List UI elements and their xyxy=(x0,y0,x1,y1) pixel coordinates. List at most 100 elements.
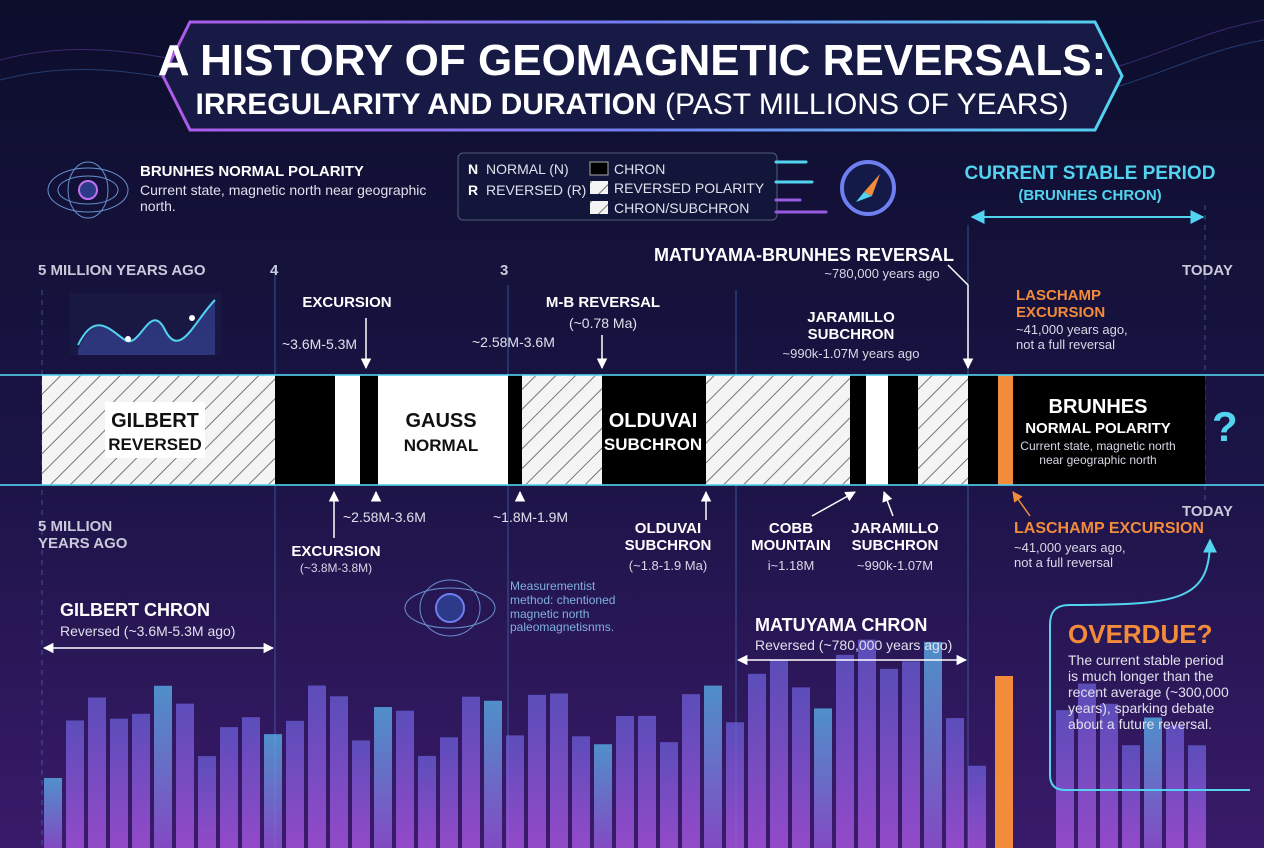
subtitle-note: (PAST MILLIONS OF YEARS) xyxy=(665,88,1069,121)
segment-title: BRUNHES xyxy=(1048,396,1148,418)
decor-bar xyxy=(528,694,546,848)
annotation-range: ~1.8M-1.9M xyxy=(493,509,569,525)
decor-bar xyxy=(352,740,370,848)
decor-bar xyxy=(946,718,964,848)
period-title: CURRENT STABLE PERIOD xyxy=(964,163,1216,184)
decor-bar xyxy=(660,742,678,848)
decor-bar xyxy=(638,715,656,848)
axis-label: 5 MILLION YEARS AGO xyxy=(38,518,128,553)
decor-bar xyxy=(418,755,436,848)
annotation-text: ~990k-1.07M years ago xyxy=(782,346,920,361)
decor-bar xyxy=(682,694,700,848)
segment-text: Current state, magnetic north near geogr… xyxy=(1020,439,1176,467)
axis-label: 4 xyxy=(270,262,279,279)
pattern-label: CHRON/SUBCHRON xyxy=(614,200,750,216)
key-symbol: R xyxy=(468,182,479,198)
decor-bar xyxy=(154,685,172,848)
annotation-title: COBB MOUNTAIN xyxy=(751,520,831,555)
chron-text: Reversed (~780,000 years ago) xyxy=(755,637,953,653)
subtitle: IRREGULARITY AND DURATION (PAST MILLIONS… xyxy=(196,88,1069,123)
decor-bar xyxy=(1166,725,1184,848)
decor-bar xyxy=(726,722,744,848)
decor-bar xyxy=(396,710,414,848)
decor-bar xyxy=(704,685,722,848)
polarity-band xyxy=(0,374,1264,486)
segment-text: SUBCHRON xyxy=(603,435,703,454)
decor-bar xyxy=(1122,745,1140,848)
segment-subtitle: NORMAL POLARITY xyxy=(1025,420,1171,437)
annotation-text: ~41,000 years ago, not a full reversal xyxy=(1016,322,1128,352)
decor-bar xyxy=(440,737,458,848)
decor-bar xyxy=(748,673,766,848)
annotation-title: OLDUVAI SUBCHRON xyxy=(624,520,712,555)
annotation-text: (~0.78 Ma) xyxy=(568,315,638,331)
decor-bar xyxy=(1078,683,1096,848)
legend-title: BRUNHES NORMAL POLARITY xyxy=(140,163,364,180)
annotation-text: ~780,000 years ago xyxy=(824,266,940,281)
annotation-title: LASCHAMP EXCURSION xyxy=(1014,520,1204,537)
axis-label: TODAY xyxy=(1182,503,1233,520)
decor-bar xyxy=(858,639,876,848)
legend-text: Current state, magnetic north near geogr… xyxy=(140,182,427,215)
decor-bar xyxy=(132,713,150,848)
segment-title: OLDUVAI xyxy=(608,410,698,432)
overdue-title: OVERDUE? xyxy=(1068,619,1213,649)
annotation-text: ~3.6M-5.3M xyxy=(282,336,358,352)
decor-bar xyxy=(792,687,810,848)
decor-bar xyxy=(1056,710,1074,848)
decorative-bars xyxy=(44,639,1206,848)
annotation-title: EXCURSION xyxy=(291,543,381,560)
decor-bar xyxy=(902,661,920,848)
key-label: NORMAL (N) xyxy=(486,161,569,177)
decor-bar xyxy=(770,659,788,848)
decor-bar xyxy=(836,654,854,848)
decor-bar xyxy=(176,703,194,848)
decor-bar xyxy=(264,734,282,848)
decor-bar xyxy=(374,707,392,848)
pattern-label: REVERSED POLARITY xyxy=(614,180,765,196)
decor-bar xyxy=(330,696,348,848)
decor-bar xyxy=(44,778,62,848)
segment-title: GAUSS xyxy=(405,410,477,432)
decor-bar xyxy=(572,736,590,848)
decor-bar xyxy=(1100,703,1118,848)
question-mark: ? xyxy=(1212,403,1238,450)
subtitle-main: IRREGULARITY AND DURATION xyxy=(195,88,657,121)
title: A HISTORY OF GEOMAGNETIC REVERSALS: xyxy=(157,36,1107,85)
decor-bar xyxy=(66,720,84,848)
decor-bar xyxy=(462,696,480,848)
annotation-text: ~41,000 years ago, not a full reversal xyxy=(1014,540,1126,570)
decor-bar xyxy=(880,668,898,848)
decor-bar xyxy=(110,718,128,848)
decor-bar xyxy=(616,715,634,848)
decor-bar xyxy=(924,641,942,848)
decor-bar xyxy=(308,685,326,848)
annotation-text: (~1.8-1.9 Ma) xyxy=(628,558,708,573)
measurement-note: Measurementist method: chentioned magnet… xyxy=(510,579,616,635)
overdue-text: The current stable period is much longer… xyxy=(1068,652,1229,733)
annotation-range: ~2.58M-3.6M xyxy=(343,509,426,525)
annotation-text: i~1.18M xyxy=(767,558,815,573)
annotation-title: M-B REVERSAL xyxy=(545,294,661,311)
decor-bar xyxy=(198,756,216,848)
annotation-range: ~2.58M-3.6M xyxy=(472,334,555,350)
chron-title: GILBERT CHRON xyxy=(60,600,210,620)
pattern-label: CHRON xyxy=(614,161,666,177)
annotation-title: JARAMILLO SUBCHRON xyxy=(807,309,895,344)
decor-bar xyxy=(814,708,832,848)
decor-bar xyxy=(242,717,260,848)
key-label: REVERSED (R) xyxy=(486,182,587,198)
decor-bar xyxy=(1188,745,1206,848)
annotation-title: EXCURSION xyxy=(302,294,392,311)
axis-label: 3 xyxy=(500,262,509,279)
segment-text: NORMAL xyxy=(403,436,479,455)
annotation-title: JARAMILLO SUBCHRON xyxy=(851,520,939,555)
decor-bar xyxy=(1144,717,1162,848)
annotation-title: MATUYAMA-BRUNHES REVERSAL xyxy=(653,245,955,265)
decor-bar xyxy=(484,700,502,848)
axis-label: TODAY xyxy=(1182,262,1233,279)
decor-bar xyxy=(506,735,524,848)
decor-bar xyxy=(88,697,106,848)
